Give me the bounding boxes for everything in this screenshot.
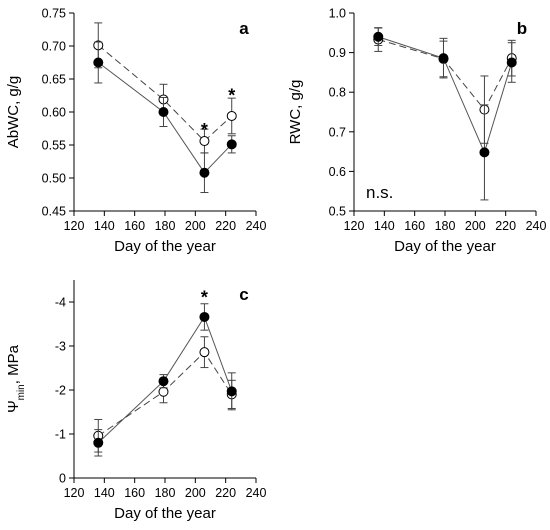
data-point-filled [373, 31, 384, 42]
y-tick-label: 0.60 [42, 106, 66, 120]
y-tick-label: 0.8 [329, 86, 346, 100]
data-point-filled [226, 139, 237, 150]
data-point-filled [199, 311, 210, 322]
series-filled-line [97, 62, 233, 174]
y-tick-label: 0.70 [42, 40, 66, 54]
significance-star: * [201, 288, 208, 308]
y-axis-title: Ψmin, MPa [5, 344, 27, 413]
panel-b: 120 140 160 180 200 220 240 0.5 0.6 0.7 0.8 0.9 1.0 D… [287, 7, 546, 256]
x-axis-title: Day of the year [394, 238, 496, 255]
x-tick-label: 120 [64, 219, 85, 233]
series-open-line [98, 351, 233, 437]
series-filled-line [97, 315, 233, 444]
x-tick-label: 180 [155, 486, 176, 500]
x-axis-title: Day of the year [114, 505, 216, 522]
significance-label: n.s. [366, 183, 393, 202]
x-tick-label: 180 [155, 219, 176, 233]
series-open-line [97, 44, 233, 142]
panel-a: 120 140 160 180 200 220 240 0.45 0.50 0.55 0.60 0.6… [5, 7, 266, 256]
significance-star: * [228, 86, 235, 106]
x-tick-label: 160 [124, 219, 145, 233]
y-tick-label: 0.6 [329, 165, 346, 179]
x-tick-label: 240 [526, 219, 547, 233]
y-tick-label: 0.65 [42, 73, 66, 87]
y-tick-label: 0.9 [329, 46, 346, 60]
y-tick-label: 0.5 [329, 205, 346, 219]
x-tick-label: 200 [465, 219, 486, 233]
y-tick-label: -4 [55, 296, 66, 310]
x-axis-title: Day of the year [114, 238, 216, 255]
data-point-filled [479, 147, 490, 158]
x-tick-label: 160 [404, 219, 425, 233]
y-tick-label: -3 [55, 340, 66, 354]
data-point-filled [93, 57, 104, 68]
significance-star: * [201, 120, 208, 140]
data-point-open [199, 347, 210, 358]
x-tick-label: 140 [94, 486, 115, 500]
x-tick-label: 160 [124, 486, 145, 500]
x-tick-label: 240 [246, 486, 267, 500]
y-tick-label: 0.45 [42, 205, 66, 219]
x-tick-label: 120 [64, 486, 85, 500]
data-point-filled [438, 53, 449, 64]
y-axis-title: AbWC, g/g [5, 76, 22, 149]
data-point-filled [158, 376, 169, 387]
data-point-open [226, 110, 237, 121]
series-open-line [378, 39, 513, 111]
data-point-filled [226, 386, 237, 397]
panel-c: 120 140 160 180 200 220 240 0 -1 -2 -3 -4 Day of the… [5, 280, 266, 522]
x-tick-label: 220 [215, 219, 236, 233]
y-tick-label: 0.50 [42, 172, 66, 186]
x-tick-label: 200 [185, 219, 206, 233]
y-tick-label: 0.75 [42, 7, 66, 21]
y-tick-label: 0 [59, 472, 66, 486]
y-tick-label: -1 [55, 428, 66, 442]
x-tick-label: 120 [344, 219, 365, 233]
data-point-open [199, 136, 210, 147]
panel-letter: c [239, 285, 248, 304]
x-tick-label: 240 [246, 219, 267, 233]
x-tick-label: 220 [215, 486, 236, 500]
x-tick-label: 180 [435, 219, 456, 233]
data-point-filled [93, 437, 104, 448]
data-point-filled [199, 167, 210, 178]
x-tick-label: 200 [185, 486, 206, 500]
y-axis-title: RWC, g/g [287, 80, 304, 145]
data-point-filled [158, 107, 169, 117]
y-tick-label: -2 [55, 384, 66, 398]
data-point-filled [506, 57, 517, 68]
panel-letter: b [517, 19, 527, 38]
panel-letter: a [239, 19, 249, 38]
x-tick-label: 220 [495, 219, 516, 233]
y-tick-label: 0.7 [329, 125, 346, 139]
y-tick-label: 0.55 [42, 139, 66, 153]
x-tick-label: 140 [94, 219, 115, 233]
series-filled-line [378, 36, 513, 154]
data-point-open [158, 386, 169, 397]
y-tick-label: 1.0 [329, 7, 346, 21]
x-tick-label: 140 [374, 219, 395, 233]
